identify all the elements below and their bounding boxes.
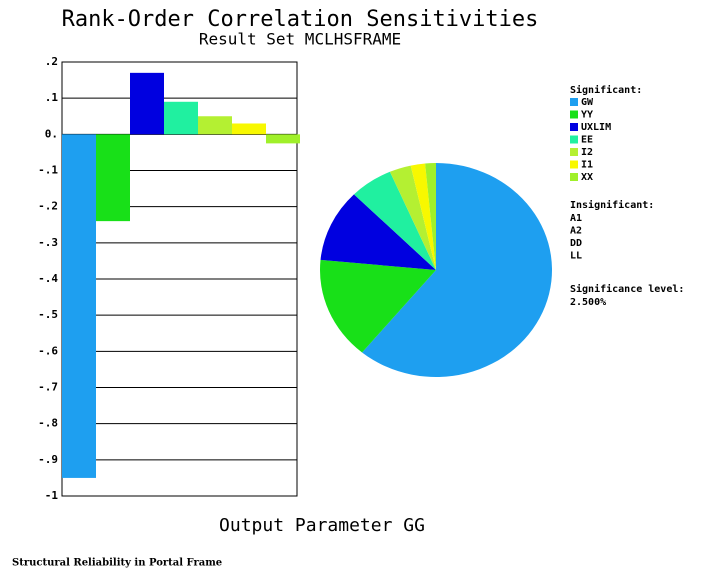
pie-slice xyxy=(320,194,436,270)
bar xyxy=(62,134,96,478)
y-tick-label: -.2 xyxy=(38,200,58,213)
legend-swatch xyxy=(570,148,578,156)
bar xyxy=(164,101,198,135)
legend-heading: Significant: xyxy=(570,84,642,96)
legend-swatch xyxy=(570,110,578,119)
chart-title: Rank-Order Correlation Sensitivities xyxy=(62,7,539,32)
legend-heading: Significance level: xyxy=(570,283,684,295)
legend-swatch xyxy=(570,135,578,144)
y-tick-label: -.9 xyxy=(38,453,58,466)
y-tick-label: -.1 xyxy=(38,164,58,177)
legend-label: LL xyxy=(570,251,582,262)
footer: Structural Reliability in Portal Frame xyxy=(12,558,222,569)
chart-subtitle: Result Set MCLHSFRAME xyxy=(199,30,401,49)
y-tick-label: -.4 xyxy=(38,272,58,285)
legend-label: UXLIM xyxy=(581,122,611,133)
pie-slice xyxy=(410,163,436,270)
legend-swatch xyxy=(570,98,578,106)
y-tick-label: -.5 xyxy=(38,308,58,321)
legend-heading: Insignificant: xyxy=(570,199,654,211)
legend-label: I1 xyxy=(581,160,593,171)
y-tick-label: 0. xyxy=(45,127,58,140)
y-tick-label: -.6 xyxy=(38,344,58,357)
legend-swatch xyxy=(570,160,578,169)
pie-slice xyxy=(425,163,436,270)
legend-label: A1 xyxy=(570,213,582,224)
legend-swatch xyxy=(570,173,578,181)
pie-slice xyxy=(353,171,436,270)
bar xyxy=(198,116,232,135)
y-tick-label: -.7 xyxy=(38,381,58,394)
pie-slice xyxy=(319,259,436,353)
legend-label: 2.500% xyxy=(570,297,606,308)
bar xyxy=(130,72,164,135)
y-tick-label: .1 xyxy=(45,91,59,104)
y-tick-label: -.3 xyxy=(38,236,58,249)
x-axis-label: Output Parameter GG xyxy=(219,515,425,536)
legend-label: EE xyxy=(581,135,593,146)
bar xyxy=(266,134,300,144)
pie-slice xyxy=(389,165,436,270)
bar xyxy=(96,134,130,222)
y-tick-label: -1 xyxy=(45,489,59,502)
y-tick-label: -.8 xyxy=(38,417,58,430)
legend-swatch xyxy=(570,123,578,131)
bar xyxy=(232,123,266,135)
legend-label: I2 xyxy=(581,147,593,158)
legend-label: GW xyxy=(581,97,594,108)
legend-label: DD xyxy=(570,238,582,249)
pie-slice xyxy=(362,163,552,378)
legend-label: YY xyxy=(581,110,593,121)
y-tick-label: .2 xyxy=(45,55,58,68)
legend-label: A2 xyxy=(570,226,582,237)
legend-label: XX xyxy=(581,172,593,183)
